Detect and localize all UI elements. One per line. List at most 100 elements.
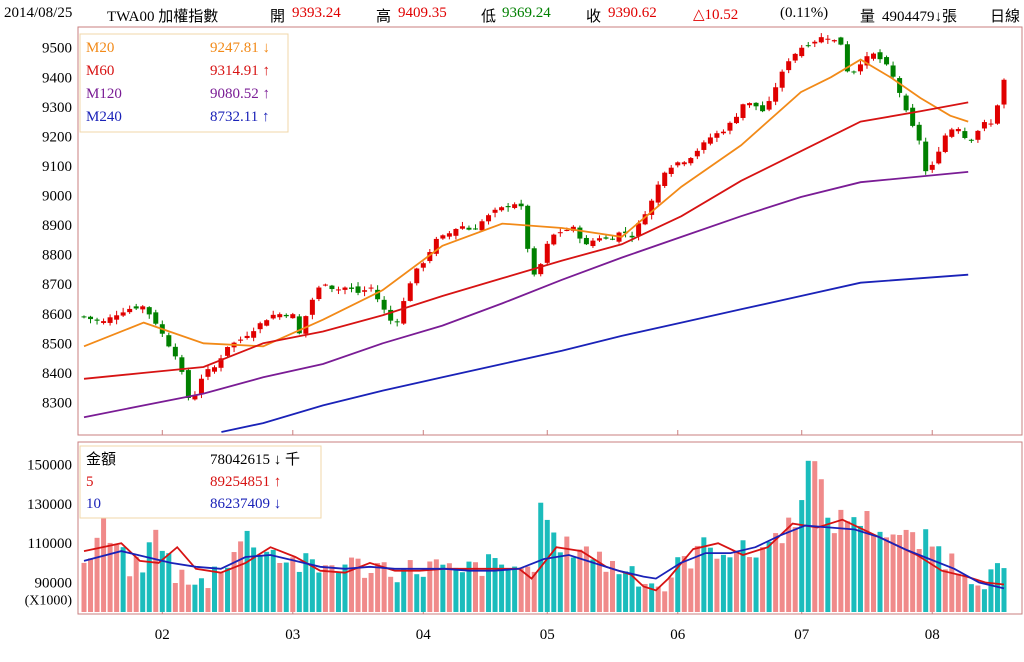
candle-body [225, 347, 231, 356]
candle-body [120, 312, 126, 316]
candle-body [88, 316, 94, 320]
candle-body [290, 314, 296, 319]
candle-body [623, 231, 629, 234]
volume-bar [492, 558, 498, 612]
candle-body [675, 162, 681, 166]
month-label: 08 [925, 627, 940, 643]
volume-bar [864, 511, 870, 612]
price-tick-label: 9400 [42, 70, 72, 86]
volume-bar [610, 560, 616, 612]
candle-body [916, 124, 922, 141]
candle-body [603, 237, 609, 239]
candle-body [179, 357, 185, 372]
volume-bar [446, 563, 452, 612]
volume-bar [127, 576, 133, 612]
price-moving-averages [83, 58, 969, 433]
volume-bar [329, 565, 335, 612]
volume-bar [929, 546, 935, 612]
candle-body [525, 205, 531, 249]
candle-body [903, 95, 909, 111]
candle-body [929, 164, 935, 170]
volume-bar [955, 573, 961, 612]
candle-body [94, 319, 100, 321]
volume-bar [316, 572, 322, 612]
candle-body [172, 346, 178, 357]
legend-value: 9314.91 ↑ [210, 63, 270, 79]
volume-bar [596, 551, 602, 612]
volume-bar [812, 461, 818, 612]
volume-bar [733, 550, 739, 612]
candle-body [531, 248, 537, 275]
volume-bar [140, 572, 146, 612]
volume-unit-label: (X1000) [25, 594, 73, 609]
volume-bar [362, 577, 368, 612]
month-label: 04 [416, 627, 432, 643]
volume-moving-averages [83, 518, 1005, 592]
candle-body [773, 87, 779, 102]
price-tick-label: 8700 [42, 277, 72, 293]
volume-bar [283, 562, 289, 612]
candle-body [335, 289, 341, 291]
candle-body [309, 299, 315, 315]
legend-value: 89254851 ↑ [210, 474, 281, 490]
candle-body [733, 116, 739, 124]
volume-bar [225, 567, 231, 612]
legend-box [79, 33, 289, 133]
legend-name: M60 [86, 63, 114, 79]
ma-line-m240 [221, 273, 969, 433]
volume-bar [551, 532, 557, 612]
close-label: 收 [586, 9, 602, 25]
volume-bar [88, 558, 94, 612]
candle-body [277, 314, 283, 318]
candle-body [218, 358, 224, 368]
candle-body [551, 234, 557, 245]
volume-bar [655, 586, 661, 612]
candle-body [871, 53, 877, 59]
candle-body [864, 56, 870, 66]
volume-bar [257, 555, 263, 612]
month-label: 05 [540, 627, 555, 643]
candle-body [949, 129, 955, 137]
candle-body [590, 240, 596, 247]
volume-value: 4904479↓張 [882, 9, 958, 25]
candle-body [114, 315, 120, 320]
volume-bar [538, 502, 544, 612]
volume-bar [251, 547, 257, 612]
candle-body [857, 64, 863, 72]
volume-bar [349, 557, 355, 612]
volume-bar [668, 577, 674, 612]
volume-tick-label: 110000 [28, 536, 72, 552]
candle-body [649, 200, 655, 215]
candle-body [146, 307, 152, 315]
candle-body [433, 238, 439, 254]
symbol-label: TWA00 加權指數 [107, 9, 219, 25]
low-label: 低 [481, 9, 497, 25]
candle-body [538, 264, 544, 275]
candle-body [544, 243, 550, 263]
candle-body [910, 107, 916, 126]
candlestick-series [81, 33, 1007, 401]
candle-body [577, 227, 583, 239]
price-tick-label: 9100 [42, 159, 72, 175]
candle-body [322, 284, 328, 286]
candle-body [153, 312, 159, 324]
candle-body [486, 215, 492, 222]
volume-bar [107, 542, 113, 612]
volume-tick-label: 90000 [35, 576, 73, 592]
price-tick-label: 8400 [42, 366, 72, 382]
legend-name: M240 [86, 109, 122, 125]
candle-body [107, 317, 113, 323]
candle-body [518, 203, 524, 207]
low-value: 9369.24 [502, 5, 551, 21]
volume-bar [120, 547, 126, 612]
candle-body [747, 103, 753, 106]
candle-body [499, 207, 505, 211]
candle-body [205, 369, 211, 377]
volume-bar [603, 571, 609, 612]
volume-bar [779, 543, 785, 612]
candle-body [753, 102, 759, 107]
volume-bar [427, 561, 433, 612]
volume-bar [433, 559, 439, 612]
volume-bar [805, 460, 811, 612]
